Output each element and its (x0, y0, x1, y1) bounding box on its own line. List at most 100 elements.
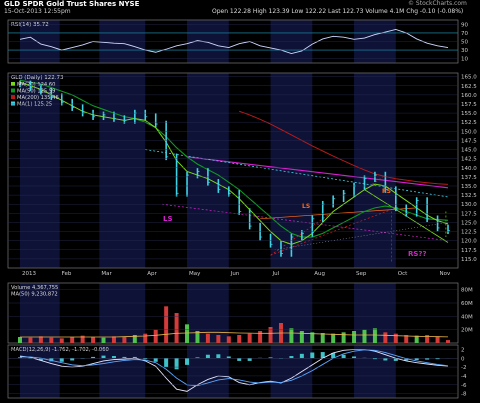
volume-bar (91, 337, 96, 343)
macd-histogram-bar (404, 358, 409, 361)
quote-summary: Open 122.28 High 123.39 Low 122.22 Last … (212, 8, 464, 15)
panel-frame-price (7, 72, 459, 269)
volume-bar (237, 335, 242, 343)
month-bands (20, 20, 396, 398)
rsi-legend: RSI(14) 35.72 (11, 22, 49, 28)
macd-histogram-bar (111, 356, 116, 359)
annotation-rs-question: RS?? (408, 250, 427, 258)
tick-label: 140.0 (461, 166, 477, 172)
tick-label: 162.5 (461, 84, 477, 90)
tick-label: 0 (461, 356, 465, 362)
volume-bar (195, 331, 200, 343)
ma20-line (19, 81, 449, 245)
macd-histogram-bar (383, 358, 388, 361)
volume-bar (59, 338, 64, 343)
macd-histogram-bar (237, 358, 242, 361)
macd-histogram-bar (216, 354, 221, 359)
tick-label: 155.0 (461, 111, 477, 117)
tick-label: 10 (461, 57, 468, 63)
macd-histogram-bar (195, 357, 200, 359)
month-label: Apr (147, 271, 157, 277)
panel-frame-vol (7, 282, 459, 344)
month-label: Aug (314, 271, 325, 277)
month-band (20, 283, 60, 343)
macd-histogram-bar (18, 357, 22, 359)
volume-bar (268, 327, 273, 343)
tick-label: 115.0 (461, 257, 477, 263)
symbol-title: GLD SPDR Gold Trust Shares NYSE (4, 0, 140, 8)
volume-bar (425, 335, 430, 343)
macd-histogram-bar (174, 358, 179, 370)
pattern-annotations: LS LS RS RS?? (163, 188, 427, 258)
legend-entry: MA(1) 125.25 (17, 102, 52, 108)
macd-histogram-bar (70, 358, 75, 361)
source-credit: © StockCharts.com (408, 0, 467, 7)
tick-label: 125.0 (461, 220, 477, 226)
volume-bar (320, 333, 325, 343)
month-label: Sep (356, 271, 367, 277)
legend-swatch (11, 101, 15, 106)
tick-label: 60M (461, 301, 473, 307)
tick-label: 80M (461, 288, 473, 294)
timestamp: 15-Oct-2013 12:55pm (4, 8, 71, 15)
month-label: Jun (230, 271, 240, 277)
macd-histogram-bar (352, 356, 357, 359)
volume-bar (289, 328, 294, 343)
month-band (354, 73, 396, 268)
rsi-line (19, 28, 449, 55)
annotation-rs-top: RS (382, 188, 391, 195)
macd-histogram-bar (153, 358, 158, 362)
volume-bar (122, 337, 127, 343)
trendline-cyan (145, 149, 449, 198)
tick-label: 122.5 (461, 230, 477, 236)
chart-header: GLD SPDR Gold Trust Shares NYSE 15-Oct-2… (0, 0, 480, 18)
volume-bar (446, 340, 450, 343)
macd-histogram-bar (49, 358, 54, 362)
macd-histogram-bar (226, 356, 231, 359)
macd-histogram-bar (393, 358, 398, 361)
tick-label: 160.0 (461, 93, 477, 99)
volume-bar (258, 331, 263, 343)
tick-label: -4 (461, 374, 467, 380)
tick-label: 150.0 (461, 129, 477, 135)
macd-histogram-bar (143, 358, 148, 360)
volume-ma-line (20, 331, 449, 338)
month-band (187, 345, 229, 398)
volume-bar (299, 331, 304, 343)
tick-label: 145.0 (461, 148, 477, 154)
macd-histogram-bar (205, 354, 210, 359)
volume-bar (393, 333, 398, 343)
tick-label: -8 (461, 392, 467, 398)
volume-bar (226, 336, 231, 343)
volume-bar (247, 333, 252, 343)
tick-label: 2 (461, 347, 465, 353)
volume-bar (404, 335, 409, 343)
macd-histogram-bar (435, 358, 440, 360)
month-band (354, 345, 396, 398)
tick-label: 142.5 (461, 157, 477, 163)
volume-bar (101, 337, 106, 343)
tick-label: -2 (461, 365, 466, 371)
tick-label: 70 (461, 31, 468, 37)
tick-label: 130.0 (461, 202, 477, 208)
volume-bar (80, 335, 85, 343)
month-label: Jul (272, 271, 280, 277)
volume-legend: MA(50) 9,230,872 (11, 292, 58, 298)
panel-frames (7, 19, 459, 399)
month-band (20, 345, 60, 398)
volume-bar (132, 335, 137, 343)
macd-signal-line (20, 349, 449, 387)
volume-bar (331, 333, 336, 343)
volume-bar (174, 313, 179, 343)
volume-bar (143, 333, 148, 343)
tick-label: 117.5 (461, 248, 477, 254)
tick-label: 132.5 (461, 193, 477, 199)
tick-label: 157.5 (461, 102, 477, 108)
month-label: May (189, 271, 201, 277)
macd-histogram-bar (310, 352, 315, 359)
volume-bar (49, 337, 54, 343)
macd-histogram-bar (132, 356, 137, 359)
tick-label: 20M (461, 328, 473, 334)
